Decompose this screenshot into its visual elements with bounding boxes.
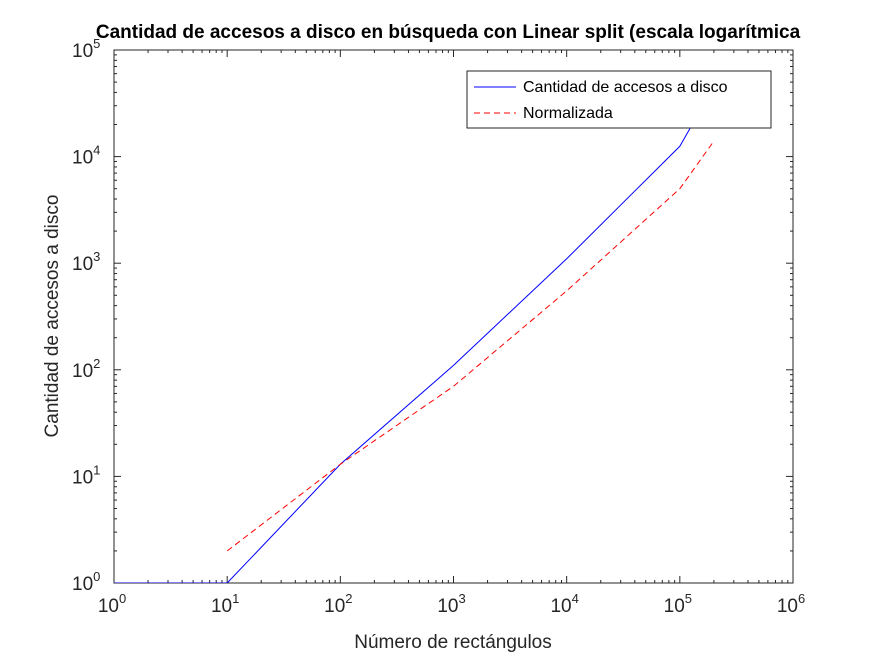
chart-title: Cantidad de accesos a disco en búsqueda …	[96, 22, 801, 43]
y-tick-label-exp: 5	[93, 36, 100, 51]
x-tick-label: 101	[211, 591, 239, 617]
x-tick-label-exp: 6	[798, 591, 805, 606]
x-tick-label-base: 10	[98, 596, 119, 617]
y-tick-label: 101	[72, 462, 100, 488]
x-tick-label-exp: 2	[345, 591, 352, 606]
x-axis-label: Número de rectángulos	[354, 632, 552, 653]
legend-label-series-2: Normalizada	[523, 105, 613, 122]
x-tick-label: 106	[777, 591, 805, 617]
y-tick-label-base: 10	[72, 467, 93, 488]
x-tick-label-exp: 1	[232, 591, 239, 606]
x-tick-label-exp: 5	[685, 591, 692, 606]
series-line-2	[226, 140, 715, 552]
x-tick-label-exp: 0	[119, 591, 126, 606]
x-tick-label-base: 10	[550, 596, 571, 617]
x-tick-label-base: 10	[324, 596, 345, 617]
y-tick-label-base: 10	[72, 254, 93, 275]
y-tick-label: 102	[72, 356, 100, 382]
series-line-1	[114, 113, 699, 583]
x-tick-label-base: 10	[211, 596, 232, 617]
y-tick-label-exp: 3	[93, 249, 100, 264]
x-tick-label-base: 10	[777, 596, 798, 617]
y-tick-label: 104	[72, 143, 100, 169]
x-tick-label: 103	[437, 591, 465, 617]
x-tick-label: 100	[98, 591, 126, 617]
series-layer	[114, 113, 715, 583]
x-axis-ticks: 100 101 102 103 104 105 106	[98, 50, 805, 617]
y-tick-label-exp: 1	[93, 462, 100, 477]
y-tick-label: 100	[72, 569, 100, 595]
x-tick-label-base: 10	[437, 596, 458, 617]
y-tick-label-exp: 2	[93, 356, 100, 371]
x-tick-label-base: 10	[664, 596, 685, 617]
y-tick-label-base: 10	[72, 361, 93, 382]
y-tick-label: 105	[72, 36, 100, 62]
y-tick-label-base: 10	[72, 41, 93, 62]
x-tick-label-exp: 4	[572, 591, 579, 606]
x-tick-label: 105	[664, 591, 692, 617]
legend-box	[466, 70, 772, 129]
y-tick-label-exp: 4	[93, 143, 100, 158]
y-tick-label-base: 10	[72, 574, 93, 595]
legend: Cantidad de accesos a disco Normalizada	[466, 70, 772, 129]
y-tick-label-exp: 0	[93, 569, 100, 584]
y-axis-label: Cantidad de accesos a disco	[42, 195, 63, 438]
y-tick-label-base: 10	[72, 148, 93, 169]
x-tick-label-exp: 3	[458, 591, 465, 606]
x-tick-label: 102	[324, 591, 352, 617]
x-tick-label: 104	[550, 591, 578, 617]
legend-label-series-1: Cantidad de accesos a disco	[523, 79, 728, 96]
plot-area	[113, 49, 794, 584]
y-tick-label: 103	[72, 249, 100, 275]
